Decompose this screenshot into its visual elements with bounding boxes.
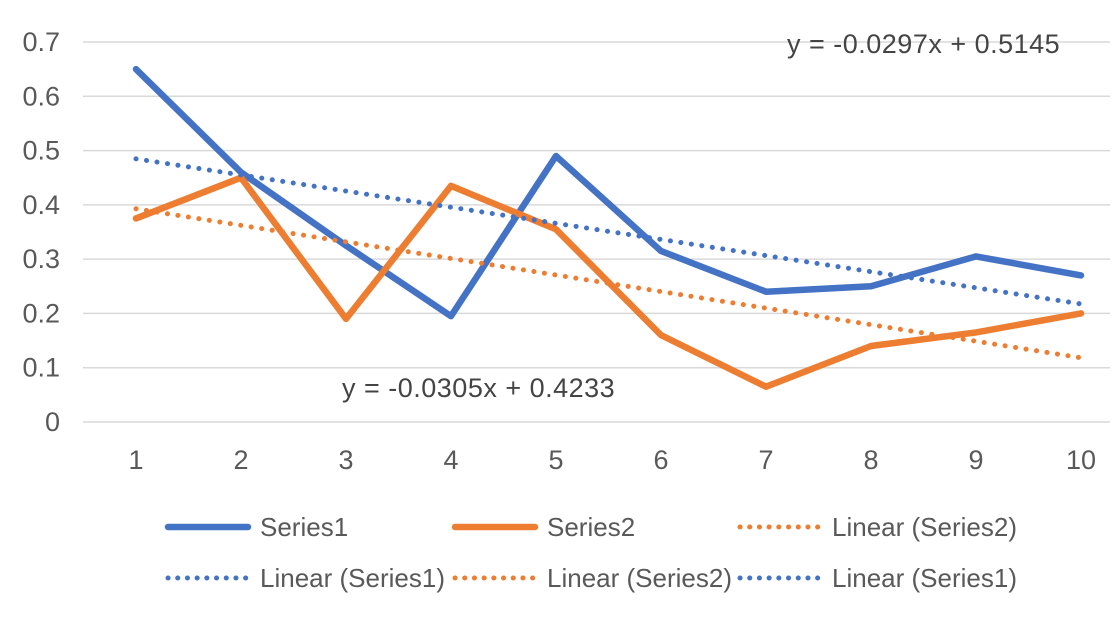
trendline-linear--series2-[interactable] bbox=[133, 206, 1084, 361]
legend-swatch-dotted bbox=[452, 575, 538, 581]
y-tick-label: 0.2 bbox=[22, 298, 60, 328]
x-tick-label: 10 bbox=[1066, 445, 1096, 475]
legend-swatch-dotted bbox=[737, 524, 823, 530]
legend-swatch-dotted bbox=[165, 575, 251, 581]
x-tick-label: 1 bbox=[128, 445, 143, 475]
x-tick-label: 8 bbox=[863, 445, 878, 475]
legend-item[interactable]: Series2 bbox=[451, 511, 636, 542]
x-tick-label: 9 bbox=[968, 445, 983, 475]
trendline-equation-series2: y = -0.0305x + 0.4233 bbox=[342, 373, 616, 403]
trendline-equation-series1: y = -0.0297x + 0.5145 bbox=[787, 29, 1061, 59]
y-tick-label: 0.1 bbox=[22, 353, 60, 383]
legend-label: Linear (Series2) bbox=[832, 511, 1017, 542]
y-tick-label: 0.3 bbox=[22, 244, 60, 274]
x-tick-label: 6 bbox=[653, 445, 668, 475]
legend-item[interactable]: Linear (Series2) bbox=[736, 511, 1017, 542]
y-tick-label: 0.7 bbox=[22, 27, 60, 57]
legend-item[interactable]: Series1 bbox=[164, 511, 349, 542]
legend-item[interactable]: Linear (Series1) bbox=[736, 562, 1017, 593]
x-tick-label: 3 bbox=[338, 445, 353, 475]
trendline-linear--series1-[interactable] bbox=[133, 156, 1084, 307]
y-tick-label: 0.4 bbox=[22, 190, 60, 220]
legend-swatch-dotted bbox=[737, 575, 823, 581]
legend-item[interactable]: Linear (Series1) bbox=[164, 562, 445, 593]
series-line-series1[interactable] bbox=[132, 65, 1085, 320]
y-tick-label: 0.6 bbox=[22, 81, 60, 111]
legend-label: Series2 bbox=[547, 511, 636, 542]
legend-swatch-solid bbox=[451, 523, 539, 531]
legend-label: Linear (Series1) bbox=[832, 562, 1017, 593]
x-tick-label: 2 bbox=[233, 445, 248, 475]
x-tick-label: 4 bbox=[443, 445, 458, 475]
legend-label: Linear (Series1) bbox=[260, 562, 445, 593]
x-tick-label: 7 bbox=[758, 445, 773, 475]
legend-label: Linear (Series2) bbox=[547, 562, 732, 593]
y-tick-label: 0 bbox=[45, 407, 60, 437]
x-tick-label: 5 bbox=[548, 445, 563, 475]
legend-item[interactable]: Linear (Series2) bbox=[451, 562, 732, 593]
legend-swatch-solid bbox=[164, 523, 252, 531]
legend-label: Series1 bbox=[260, 511, 349, 542]
y-tick-label: 0.5 bbox=[22, 136, 60, 166]
